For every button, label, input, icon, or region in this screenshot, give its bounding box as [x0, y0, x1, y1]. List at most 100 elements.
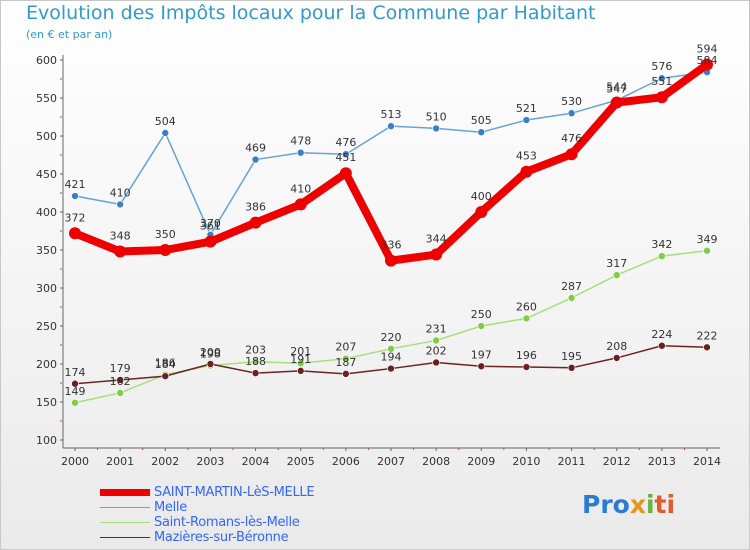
data-label-mazi-res-sur-b-ronne: 200	[200, 346, 221, 359]
data-point-saint-martin-l-s-melle	[339, 167, 352, 180]
legend-label: SAINT-MARTIN-LèS-MELLE	[154, 485, 315, 500]
data-point-melle	[658, 74, 666, 83]
y-tick-label: 500	[36, 130, 57, 143]
data-point-mazi-res-sur-b-ronne	[658, 341, 666, 350]
y-tick-label: 350	[36, 244, 57, 257]
data-label-saint-romans-l-s-melle: 201	[290, 345, 311, 358]
data-label-mazi-res-sur-b-ronne: 191	[290, 353, 311, 366]
data-label-saint-romans-l-s-melle: 317	[606, 257, 627, 270]
legend-swatch-mazieres	[100, 537, 150, 538]
data-point-melle	[296, 148, 305, 157]
data-label-mazi-res-sur-b-ronne: 195	[561, 350, 582, 363]
legend-label: Melle	[154, 500, 187, 515]
data-point-saint-martin-l-s-melle	[430, 248, 443, 261]
data-point-mazi-res-sur-b-ronne	[161, 372, 170, 380]
data-label-saint-romans-l-s-melle: 231	[426, 322, 447, 335]
legend-label: Mazières-sur-Béronne	[154, 530, 289, 545]
x-tick-label: 2003	[196, 455, 224, 468]
data-label-mazi-res-sur-b-ronne: 174	[65, 366, 86, 379]
data-point-mazi-res-sur-b-ronne	[116, 376, 124, 384]
data-label-melle: 513	[381, 108, 402, 121]
data-point-saint-martin-l-s-melle	[159, 244, 172, 256]
data-point-saint-romans-l-s-melle	[522, 314, 531, 323]
x-tick-label: 2004	[242, 455, 270, 468]
chart-title: Evolution des Impôts locaux pour la Comm…	[26, 2, 596, 24]
data-point-saint-martin-l-s-melle	[385, 254, 397, 267]
data-label-melle: 504	[155, 115, 176, 128]
data-point-mazi-res-sur-b-ronne	[296, 367, 305, 375]
data-label-saint-martin-l-s-melle: 451	[335, 151, 356, 164]
data-label-melle: 410	[110, 186, 131, 199]
data-label-saint-romans-l-s-melle: 260	[516, 300, 537, 313]
data-point-saint-romans-l-s-melle	[612, 271, 621, 279]
data-point-mazi-res-sur-b-ronne	[387, 364, 395, 373]
data-point-saint-martin-l-s-melle	[610, 96, 623, 109]
data-point-melle	[387, 122, 395, 130]
data-label-melle: 521	[516, 102, 537, 115]
data-point-saint-romans-l-s-melle	[251, 357, 260, 366]
data-point-mazi-res-sur-b-ronne	[251, 369, 260, 377]
data-point-melle	[71, 192, 79, 200]
data-label-mazi-res-sur-b-ronne: 222	[697, 329, 718, 342]
data-label-saint-martin-l-s-melle: 594	[697, 43, 718, 56]
x-tick-label: 2011	[558, 455, 586, 468]
x-tick-label: 2013	[648, 455, 676, 468]
data-label-saint-martin-l-s-melle: 544	[606, 81, 627, 94]
data-label-saint-martin-l-s-melle: 453	[516, 150, 537, 163]
data-point-melle	[567, 109, 576, 117]
data-label-saint-martin-l-s-melle: 344	[426, 233, 447, 246]
legend-label: Saint-Romans-lès-Melle	[154, 515, 300, 530]
data-label-saint-martin-l-s-melle: 410	[290, 182, 311, 195]
data-label-saint-romans-l-s-melle: 250	[471, 308, 492, 321]
data-point-mazi-res-sur-b-ronne	[477, 362, 486, 371]
data-point-saint-romans-l-s-melle	[432, 336, 440, 345]
data-point-saint-romans-l-s-melle	[567, 294, 576, 302]
data-label-saint-martin-l-s-melle: 476	[561, 132, 582, 145]
data-point-saint-martin-l-s-melle	[655, 91, 668, 104]
data-label-saint-romans-l-s-melle: 349	[697, 233, 718, 246]
data-label-saint-romans-l-s-melle: 287	[561, 280, 582, 293]
data-label-melle: 469	[245, 142, 266, 155]
proxiti-logo: Proxiti	[582, 490, 676, 519]
x-tick-label: 2012	[603, 455, 631, 468]
y-tick-label: 200	[36, 358, 57, 371]
series-line-melle	[74, 71, 708, 236]
x-tick-label: 2009	[467, 455, 495, 468]
data-point-saint-romans-l-s-melle	[71, 398, 79, 407]
series-layer	[69, 58, 713, 407]
data-label-melle: 576	[651, 60, 672, 73]
series-line-saint-romans-l-s-melle	[74, 250, 708, 404]
x-tick-label: 2006	[332, 455, 360, 468]
data-point-mazi-res-sur-b-ronne	[567, 363, 576, 372]
data-label-mazi-res-sur-b-ronne: 188	[245, 355, 266, 368]
data-point-saint-martin-l-s-melle	[204, 235, 217, 248]
data-point-saint-martin-l-s-melle	[69, 227, 81, 240]
data-label-saint-martin-l-s-melle: 372	[65, 211, 86, 224]
data-point-mazi-res-sur-b-ronne	[432, 358, 440, 367]
data-label-mazi-res-sur-b-ronne: 184	[155, 358, 176, 371]
chart-subtitle: (en € et par an)	[26, 28, 113, 41]
x-tick-label: 2002	[151, 455, 179, 468]
data-point-saint-romans-l-s-melle	[116, 389, 124, 397]
data-label-saint-martin-l-s-melle: 350	[155, 228, 176, 241]
y-tick-label: 600	[36, 54, 57, 67]
data-label-saint-martin-l-s-melle: 336	[381, 239, 402, 252]
data-point-mazi-res-sur-b-ronne	[71, 379, 79, 388]
data-label-saint-romans-l-s-melle: 149	[65, 385, 86, 398]
data-label-mazi-res-sur-b-ronne: 197	[471, 348, 492, 361]
data-point-saint-martin-l-s-melle	[475, 206, 488, 218]
x-tick-label: 2008	[422, 455, 450, 468]
data-point-saint-martin-l-s-melle	[701, 58, 713, 71]
data-label-mazi-res-sur-b-ronne: 208	[606, 340, 627, 353]
data-point-mazi-res-sur-b-ronne	[206, 360, 215, 368]
data-point-mazi-res-sur-b-ronne	[703, 343, 711, 352]
data-point-saint-martin-l-s-melle	[114, 245, 127, 258]
x-tick-label: 2010	[512, 455, 540, 468]
data-label-mazi-res-sur-b-ronne: 194	[381, 351, 402, 364]
data-label-saint-romans-l-s-melle: 198	[200, 348, 221, 361]
data-label-melle: 530	[561, 95, 582, 108]
data-label-melle: 510	[426, 110, 447, 123]
